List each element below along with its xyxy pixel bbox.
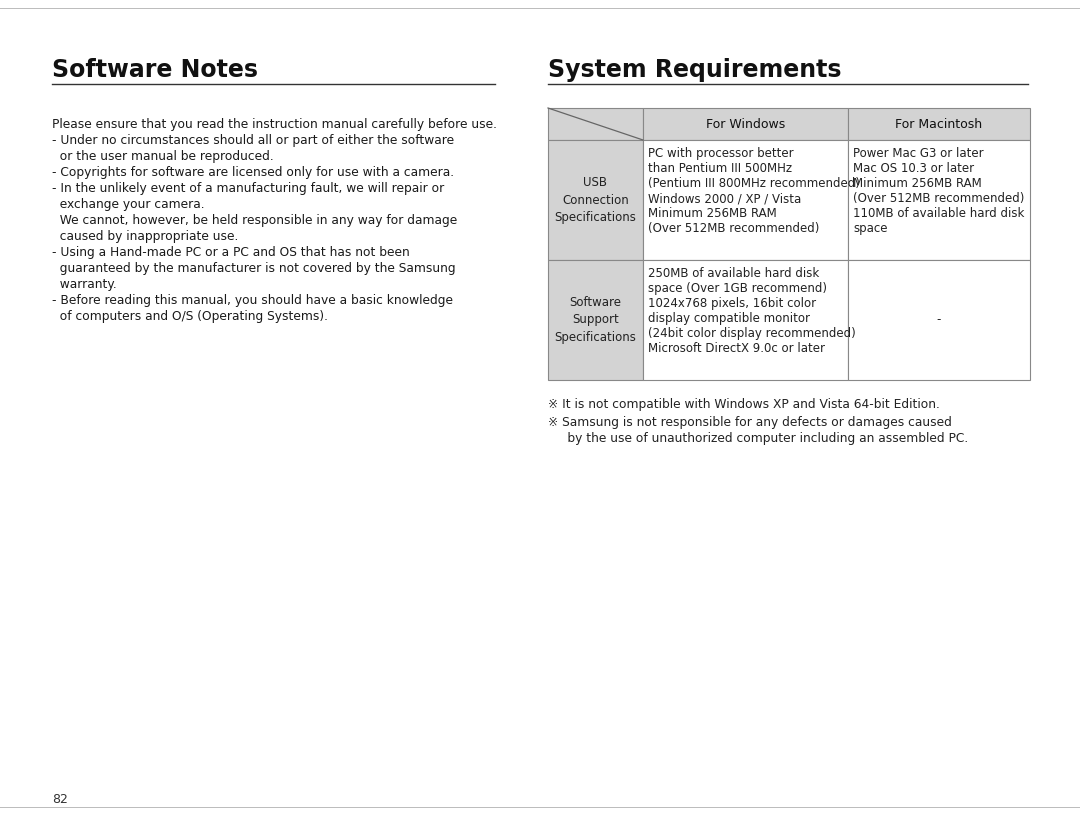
Text: Software
Support
Specifications: Software Support Specifications [554, 296, 636, 345]
Text: 110MB of available hard disk: 110MB of available hard disk [853, 207, 1024, 220]
Text: System Requirements: System Requirements [548, 58, 841, 82]
Text: - Before reading this manual, you should have a basic knowledge: - Before reading this manual, you should… [52, 294, 453, 307]
Text: than Pentium III 500MHz: than Pentium III 500MHz [648, 162, 792, 175]
Text: display compatible monitor: display compatible monitor [648, 312, 810, 325]
Text: Windows 2000 / XP / Vista: Windows 2000 / XP / Vista [648, 192, 801, 205]
Text: (Over 512MB recommended): (Over 512MB recommended) [853, 192, 1024, 205]
Text: 1024x768 pixels, 16bit color: 1024x768 pixels, 16bit color [648, 297, 816, 310]
Text: 82: 82 [52, 793, 68, 806]
Text: (24bit color display recommended): (24bit color display recommended) [648, 327, 855, 340]
Bar [548, 108, 643, 140]
Text: Mac OS 10.3 or later: Mac OS 10.3 or later [853, 162, 974, 175]
Text: by the use of unauthorized computer including an assembled PC.: by the use of unauthorized computer incl… [548, 432, 969, 445]
Text: (Pentium III 800MHz recommended): (Pentium III 800MHz recommended) [648, 177, 860, 190]
Bar [548, 260, 643, 380]
Text: Software Notes: Software Notes [52, 58, 258, 82]
Text: Please ensure that you read the instruction manual carefully before use.: Please ensure that you read the instruct… [52, 118, 497, 131]
Bar [848, 108, 1030, 140]
Text: ※ Samsung is not responsible for any defects or damages caused: ※ Samsung is not responsible for any def… [548, 416, 951, 429]
Text: warranty.: warranty. [52, 278, 117, 291]
Text: Power Mac G3 or later: Power Mac G3 or later [853, 147, 984, 160]
Text: - Under no circumstances should all or part of either the software: - Under no circumstances should all or p… [52, 134, 454, 147]
Bar [548, 140, 643, 260]
Text: Minimum 256MB RAM: Minimum 256MB RAM [648, 207, 777, 220]
Text: guaranteed by the manufacturer is not covered by the Samsung: guaranteed by the manufacturer is not co… [52, 262, 456, 275]
Text: PC with processor better: PC with processor better [648, 147, 794, 160]
Bar [643, 260, 848, 380]
Text: For Macintosh: For Macintosh [895, 117, 983, 130]
Text: USB
Connection
Specifications: USB Connection Specifications [554, 175, 636, 224]
Bar [848, 140, 1030, 260]
Text: For Windows: For Windows [706, 117, 785, 130]
Text: Minimum 256MB RAM: Minimum 256MB RAM [853, 177, 982, 190]
Text: or the user manual be reproduced.: or the user manual be reproduced. [52, 150, 273, 163]
Text: ※ It is not compatible with Windows XP and Vista 64-bit Edition.: ※ It is not compatible with Windows XP a… [548, 398, 940, 411]
Text: space: space [853, 222, 888, 235]
Text: -: - [936, 314, 941, 327]
Text: - Using a Hand-made PC or a PC and OS that has not been: - Using a Hand-made PC or a PC and OS th… [52, 246, 409, 259]
Bar [848, 260, 1030, 380]
Text: 250MB of available hard disk: 250MB of available hard disk [648, 267, 820, 280]
Text: space (Over 1GB recommend): space (Over 1GB recommend) [648, 282, 827, 295]
Text: exchange your camera.: exchange your camera. [52, 198, 204, 211]
Text: - Copyrights for software are licensed only for use with a camera.: - Copyrights for software are licensed o… [52, 166, 454, 179]
Text: - In the unlikely event of a manufacturing fault, we will repair or: - In the unlikely event of a manufacturi… [52, 182, 444, 195]
Text: of computers and O/S (Operating Systems).: of computers and O/S (Operating Systems)… [52, 310, 328, 323]
Bar [643, 108, 848, 140]
Text: caused by inappropriate use.: caused by inappropriate use. [52, 230, 239, 243]
Bar [643, 140, 848, 260]
Text: (Over 512MB recommended): (Over 512MB recommended) [648, 222, 820, 235]
Text: We cannot, however, be held responsible in any way for damage: We cannot, however, be held responsible … [52, 214, 457, 227]
Text: Microsoft DirectX 9.0c or later: Microsoft DirectX 9.0c or later [648, 342, 825, 355]
